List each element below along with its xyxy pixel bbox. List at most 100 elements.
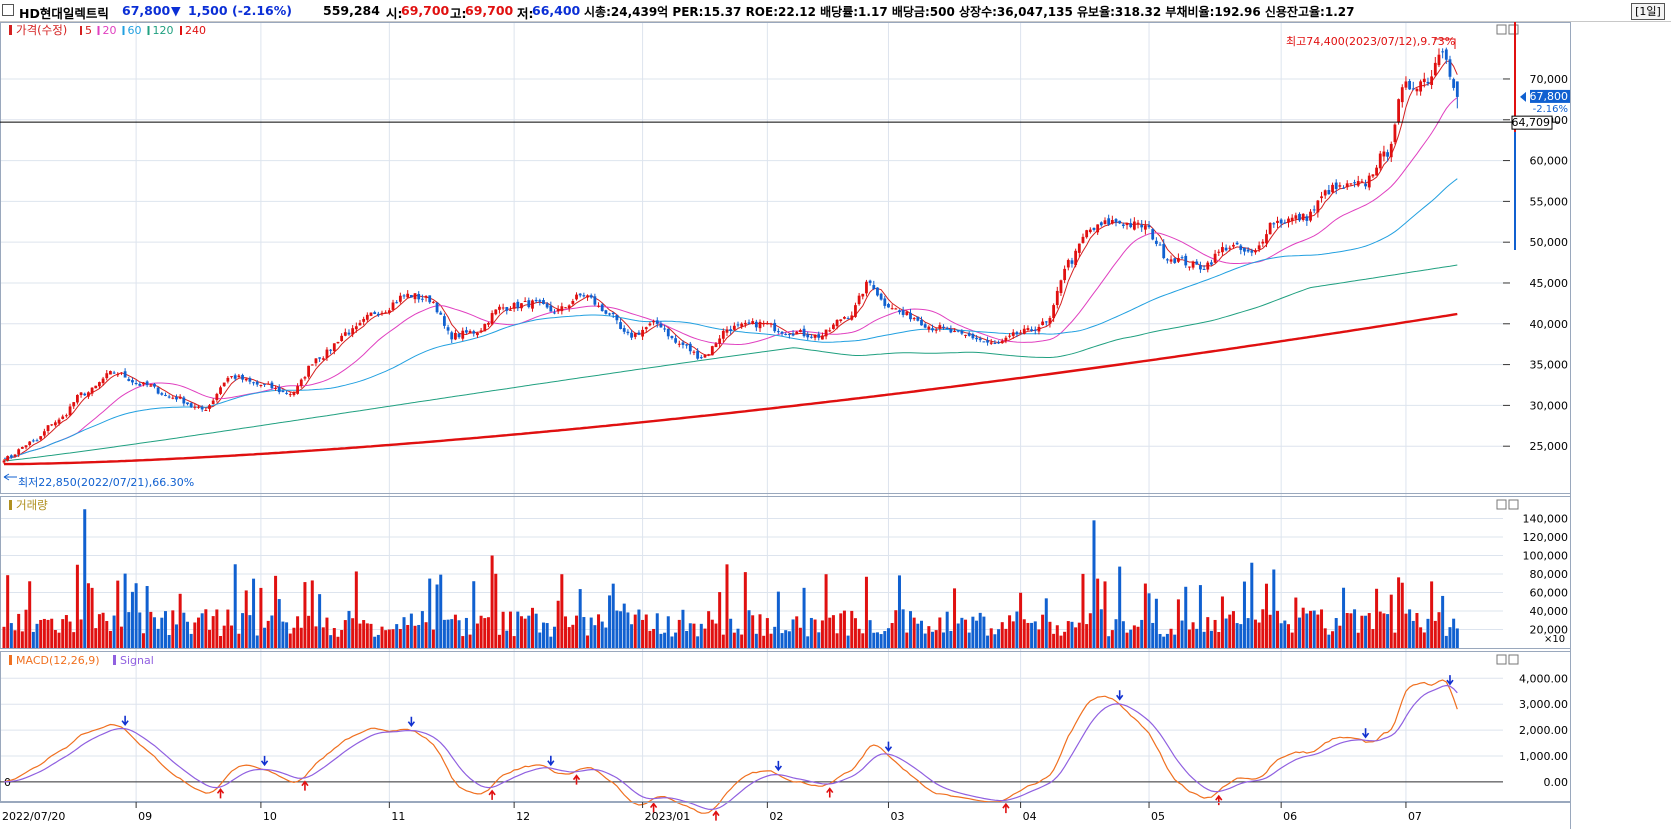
volume-bar bbox=[1022, 619, 1026, 648]
low-value: 66,400 bbox=[532, 3, 581, 18]
volume-bar bbox=[578, 589, 582, 648]
volume-bar bbox=[373, 636, 377, 648]
candle-body bbox=[1066, 260, 1070, 268]
volume-bar bbox=[292, 627, 296, 648]
candle-body bbox=[593, 296, 597, 305]
volume-bar bbox=[626, 612, 630, 648]
candle-body bbox=[1206, 262, 1210, 270]
open-label: 시: bbox=[386, 6, 403, 21]
candle-body bbox=[153, 383, 156, 387]
select-checkbox[interactable] bbox=[2, 4, 14, 16]
candle-body bbox=[457, 333, 461, 338]
panel-controls-volume[interactable] bbox=[1496, 499, 1519, 510]
volume-bar bbox=[20, 631, 24, 648]
volume-bar bbox=[1066, 621, 1070, 648]
sell-arrow-icon bbox=[121, 715, 129, 727]
volume-bar bbox=[1272, 569, 1276, 648]
volume-bar bbox=[1298, 617, 1302, 648]
volume-bar bbox=[718, 592, 722, 648]
volume-bar bbox=[211, 616, 215, 648]
volume-bar bbox=[1110, 630, 1114, 648]
volume-bar bbox=[714, 623, 718, 648]
macd-legend: MACD(12,26,9) Signal bbox=[9, 654, 154, 667]
candle-body bbox=[1199, 265, 1202, 270]
panel-controls-price[interactable] bbox=[1496, 24, 1519, 35]
volume-bar bbox=[351, 618, 355, 648]
volume-bar bbox=[817, 632, 821, 648]
candle-body bbox=[1096, 224, 1100, 233]
stock-name[interactable]: HD현대일렉트릭 bbox=[19, 6, 109, 21]
candle-body bbox=[1265, 234, 1268, 244]
volume-bar bbox=[1444, 635, 1448, 648]
candle-body bbox=[1367, 175, 1371, 188]
date-tick-label: 09 bbox=[138, 810, 152, 823]
volume-bar bbox=[1239, 624, 1243, 648]
volume-bar bbox=[912, 617, 916, 648]
candle-body bbox=[1298, 213, 1301, 221]
volume-tick-label: 60,000 bbox=[1530, 587, 1569, 600]
candle-body bbox=[1136, 222, 1140, 224]
candle-body bbox=[1030, 329, 1033, 331]
ma-line-5 bbox=[3, 60, 1458, 461]
candle-body bbox=[1334, 182, 1338, 189]
candle-body bbox=[450, 332, 454, 340]
volume-bar bbox=[1448, 627, 1452, 648]
candle-body bbox=[615, 314, 619, 321]
candle-body bbox=[857, 295, 861, 305]
volume-bar bbox=[1378, 611, 1382, 648]
ma-legend-marker-icon bbox=[97, 26, 100, 35]
volume-bar bbox=[1452, 618, 1456, 648]
volume-bar bbox=[564, 616, 568, 648]
candle-body bbox=[773, 322, 777, 332]
volume-bar bbox=[831, 615, 835, 648]
candle-body bbox=[1169, 259, 1173, 262]
volume-bar bbox=[1242, 581, 1246, 648]
volume-bar bbox=[1074, 627, 1078, 648]
buy-arrow-icon bbox=[488, 789, 496, 800]
volume-bar bbox=[362, 620, 366, 648]
candle-body bbox=[655, 320, 659, 324]
volume-bar bbox=[773, 626, 777, 648]
volume-bar bbox=[409, 613, 413, 648]
date-tick-label: 03 bbox=[890, 810, 904, 823]
date-axis: 2022/07/20 09 10 11 12 2023/01 02 03 04 05 06 07 bbox=[0, 802, 1571, 823]
candle-body bbox=[920, 319, 923, 326]
volume-bar bbox=[688, 623, 692, 648]
candle-body bbox=[310, 364, 314, 366]
sell-arrow-icon bbox=[1446, 675, 1454, 686]
stock-chart[interactable]: 가격(수정) 5 20 60 120 240 25,00030,00035,00040,… bbox=[0, 22, 1671, 829]
volume-bar bbox=[244, 590, 248, 648]
candle-body bbox=[560, 306, 564, 312]
volume-bar bbox=[975, 620, 979, 648]
current-price: 67,800 bbox=[122, 3, 171, 18]
volume-bar bbox=[130, 591, 134, 648]
candle-body bbox=[527, 300, 531, 308]
volume-bar bbox=[167, 635, 171, 648]
volume-bar bbox=[630, 624, 634, 648]
candle-body bbox=[1092, 227, 1096, 230]
candle-body bbox=[112, 372, 116, 374]
buy-arrow-icon bbox=[1002, 802, 1010, 814]
volume-bar bbox=[1261, 609, 1265, 648]
high-arrow-icon bbox=[1434, 38, 1456, 49]
volume-bar bbox=[468, 634, 472, 648]
candle-body bbox=[1356, 181, 1360, 186]
close-icon bbox=[1508, 654, 1519, 665]
candle-body bbox=[373, 312, 377, 314]
volume-bar bbox=[252, 578, 256, 648]
candle-body bbox=[443, 316, 446, 326]
candle-body bbox=[9, 455, 13, 457]
volume-bar bbox=[920, 620, 923, 648]
candle-body bbox=[358, 322, 362, 326]
candle-body bbox=[1099, 222, 1103, 226]
volume-bar bbox=[461, 636, 465, 648]
volume-bar bbox=[138, 612, 142, 648]
candle-body bbox=[219, 387, 222, 394]
panel-controls-macd[interactable] bbox=[1496, 654, 1519, 665]
period-selector[interactable]: [1일] bbox=[1631, 3, 1665, 20]
volume-bar bbox=[1235, 623, 1239, 648]
buy-arrow-icon bbox=[301, 780, 309, 791]
volume-bar bbox=[307, 615, 311, 648]
volume-bar bbox=[1140, 619, 1144, 648]
candle-body bbox=[890, 308, 894, 310]
